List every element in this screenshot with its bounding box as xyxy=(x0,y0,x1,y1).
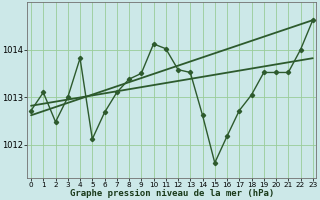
X-axis label: Graphe pression niveau de la mer (hPa): Graphe pression niveau de la mer (hPa) xyxy=(70,189,274,198)
